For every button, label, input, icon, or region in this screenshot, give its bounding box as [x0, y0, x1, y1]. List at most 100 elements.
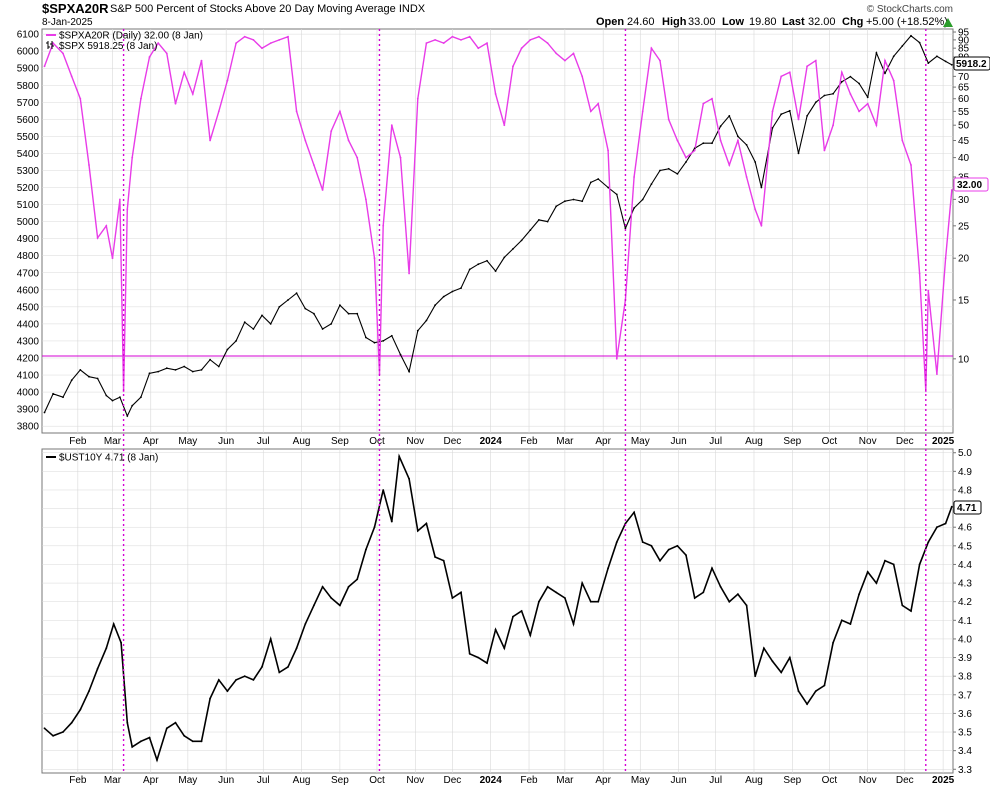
- y-tick-label: 60: [958, 94, 970, 105]
- y-tick-label: 4.9: [958, 467, 972, 478]
- spx-point: [555, 205, 558, 208]
- spx-point: [119, 396, 121, 399]
- ust10y-point: [304, 623, 307, 625]
- ust10y-point: [806, 703, 808, 705]
- x-tick-label: May: [178, 436, 197, 447]
- chg-label: Chg: [842, 16, 863, 28]
- ust10y-point: [200, 740, 203, 743]
- ust10y-point: [217, 679, 220, 681]
- spx-point: [538, 219, 540, 221]
- y-tick-label: 3.9: [958, 653, 972, 664]
- header-watermark: © StockCharts.com: [867, 4, 953, 15]
- ust10y-point: [555, 591, 558, 594]
- y-tick-label: 4900: [17, 234, 40, 245]
- y-tick-label: 4.6: [958, 523, 972, 534]
- spx-point: [892, 55, 895, 58]
- x-tick-label: Mar: [556, 436, 574, 447]
- y-tick-label: 4800: [17, 251, 40, 262]
- spxa20r-point: [641, 110, 644, 113]
- legend-label-spxa20r: $SPXA20R (Daily) 32.00 (8 Jan): [59, 31, 203, 42]
- spx-point: [737, 135, 739, 138]
- top-legend: $SPXA20R (Daily) 32.00 (8 Jan) $SPX 5918…: [46, 31, 203, 52]
- spxa20r-point: [52, 42, 54, 44]
- spxa20r-point: [287, 35, 289, 38]
- spx-point: [702, 142, 705, 145]
- y-tick-label: 3.5: [958, 728, 972, 739]
- ust10y-point: [209, 697, 212, 700]
- open-value: 24.60: [627, 16, 655, 28]
- spx-point: [719, 125, 722, 128]
- x-tick-label: Feb: [69, 436, 87, 447]
- ust10y-point: [607, 567, 609, 570]
- spxa20r-point: [174, 102, 177, 105]
- ust10y-point: [339, 604, 341, 607]
- spx-point: [728, 115, 731, 117]
- x-tick-label: Dec: [896, 436, 914, 447]
- ust10y-point: [737, 593, 739, 596]
- ust10y-point: [295, 647, 298, 650]
- ust10y-point: [79, 708, 82, 711]
- ust10y-point: [950, 505, 953, 508]
- spx-point: [641, 198, 644, 201]
- x-tick-label: May: [631, 775, 650, 786]
- x-tick-label: May: [631, 436, 650, 447]
- ust10y-point: [330, 597, 333, 599]
- spx-point: [382, 340, 385, 342]
- spxa20r-point: [313, 164, 315, 166]
- y-tick-label: 4.5: [958, 541, 972, 552]
- low-value: 19.80: [749, 16, 777, 28]
- ust10y-point: [460, 591, 462, 594]
- y-tick-label: 4.0: [958, 634, 972, 645]
- bottom-grid: [42, 449, 953, 773]
- y-tick-label: 5100: [17, 200, 40, 211]
- spx-point: [339, 304, 341, 307]
- spxa20r-point: [339, 110, 341, 113]
- ust10y-point: [693, 597, 696, 599]
- spxa20r-point: [512, 65, 514, 68]
- y-tick-label: 5700: [17, 98, 40, 109]
- spxa20r-point: [685, 156, 687, 159]
- ust10y-point: [503, 647, 506, 650]
- ust10y-point: [235, 679, 238, 681]
- ust10y-point: [243, 675, 246, 678]
- y-tick-label: 4000: [17, 388, 40, 399]
- spx-point: [503, 256, 506, 259]
- ust10y-point: [356, 578, 359, 581]
- high-label: High: [662, 16, 687, 28]
- y-tick-label: 4.4: [958, 560, 972, 571]
- spx-point: [126, 415, 129, 417]
- ohlc-readout: Open 24.60 High 33.00 Low 19.80 Last 32.…: [596, 16, 948, 28]
- spxa20r-points: [43, 35, 953, 393]
- x-tick-label: Aug: [293, 775, 311, 786]
- x-tick-label: Nov: [859, 436, 877, 447]
- y-tick-label: 6000: [17, 47, 40, 58]
- spxa20r-point: [382, 224, 385, 227]
- spxa20r-point: [105, 224, 108, 227]
- x-tick-label: Apr: [143, 775, 159, 786]
- x-tick-label: Oct: [822, 775, 838, 786]
- spxa20r-point: [840, 71, 843, 74]
- spxa20r-point: [936, 373, 938, 375]
- spx-point: [408, 370, 410, 373]
- x-tick-label: Dec: [443, 775, 461, 786]
- x-tick-label: Jun: [671, 775, 687, 786]
- spxa20r-point: [330, 130, 333, 133]
- spxa20r-point: [131, 156, 134, 159]
- spx-point: [901, 45, 904, 47]
- spx-point: [875, 52, 878, 54]
- spxa20r-point: [555, 52, 558, 55]
- ust10y-point: [278, 671, 281, 674]
- x-tick-label: Oct: [822, 436, 838, 447]
- spx-point: [88, 375, 90, 378]
- spxa20r-point: [416, 97, 419, 100]
- last-label: Last: [782, 16, 805, 28]
- spx-point: [111, 399, 114, 402]
- spxa20r-point: [884, 59, 886, 62]
- ust10y-point: [840, 619, 843, 622]
- spxa20r-point: [503, 124, 506, 127]
- spxa20r-point: [866, 102, 869, 105]
- spx-point: [295, 292, 298, 295]
- y-tick-label: 5900: [17, 64, 40, 75]
- spxa20r-point: [581, 75, 584, 78]
